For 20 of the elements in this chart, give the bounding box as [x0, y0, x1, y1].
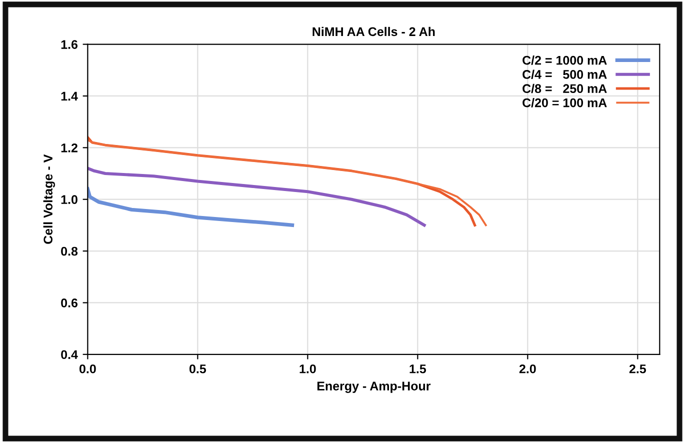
y-tick-label: 1.6: [61, 40, 78, 49]
y-tick-label: 0.6: [61, 298, 78, 308]
legend-label: C/4 = 500 mA: [522, 70, 607, 80]
y-tick-label: 1.0: [61, 195, 78, 204]
y-tick-label: 0.4: [61, 350, 78, 360]
chart-title: NiMH AA Cells - 2 Ah: [312, 26, 435, 36]
legend-label: C/8 = 250 mA: [522, 84, 607, 94]
y-axis-title: Cell Voltage - V: [43, 154, 56, 244]
x-tick-label: 0.0: [79, 364, 96, 374]
y-tick-label: 0.8: [61, 246, 78, 256]
y-tick-label: 1.4: [61, 92, 78, 101]
x-tick-label: 1.0: [300, 364, 316, 374]
x-tick-label: 2.0: [519, 364, 536, 374]
x-axis-title: Energy - Amp-Hour: [317, 382, 431, 393]
x-tick-label: 0.5: [189, 364, 206, 374]
legend-label: C/2 = 1000 mA: [522, 56, 607, 65]
y-tick-label: 1.2: [61, 143, 78, 152]
x-tick-label: 2.5: [629, 364, 646, 374]
legend-label: C/20 = 100 mA: [522, 98, 607, 108]
x-tick-label: 1.5: [410, 364, 426, 374]
